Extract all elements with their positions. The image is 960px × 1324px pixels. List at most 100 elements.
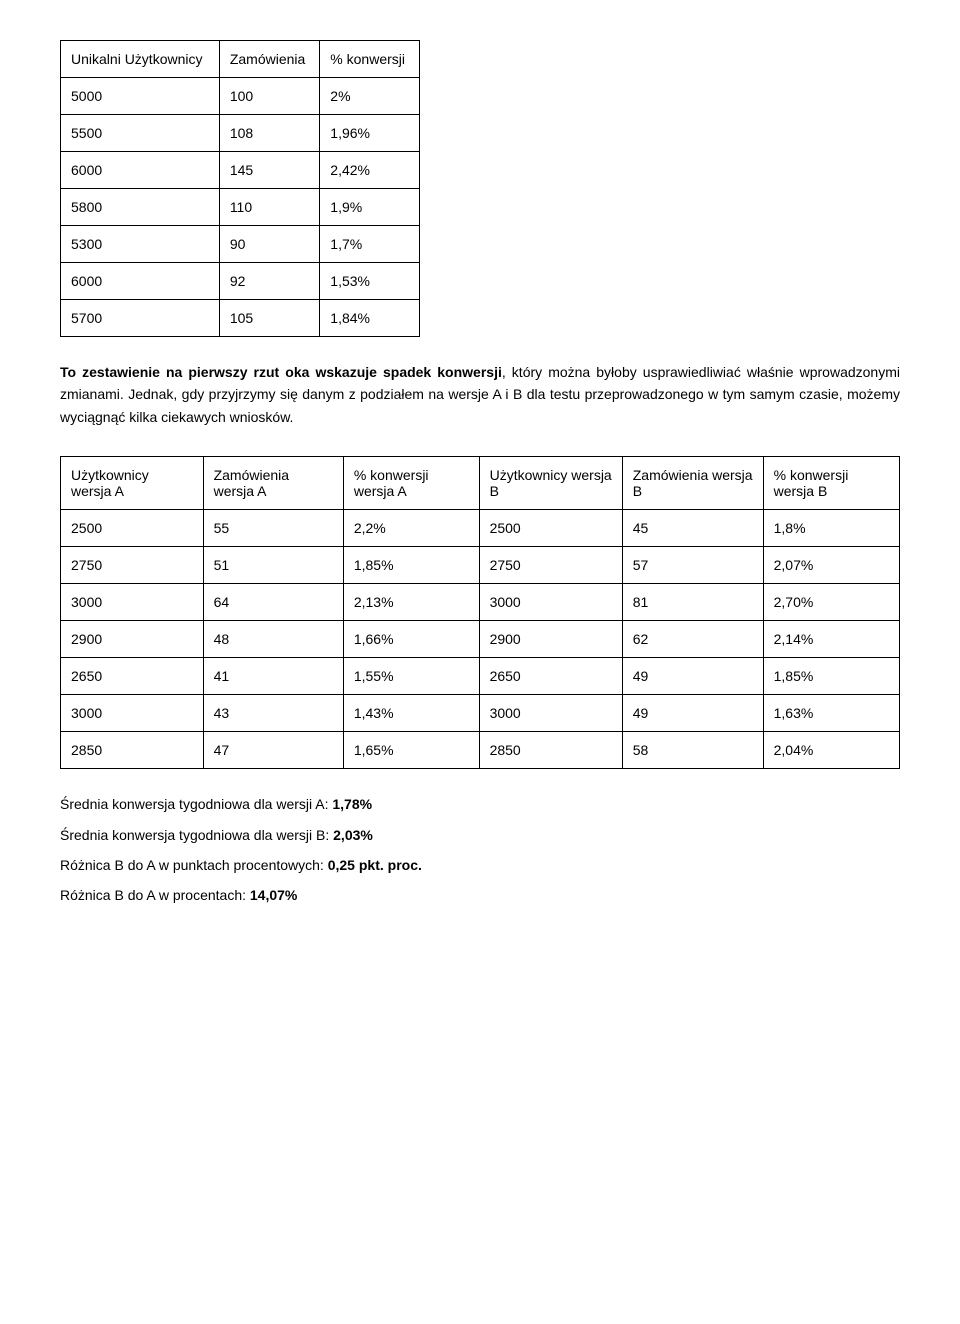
table-row: 2650 41 1,55% 2650 49 1,85%: [61, 658, 900, 695]
cell: 48: [203, 621, 343, 658]
cell: 108: [219, 115, 319, 152]
users-conversion-table: Unikalni Użytkownicy Zamówienia % konwer…: [60, 40, 420, 337]
paragraph-lead: To zestawienie na pierwszy rzut oka wska…: [60, 364, 502, 380]
col-header: % konwersji wersja B: [763, 457, 899, 510]
cell: 6000: [61, 263, 220, 300]
cell: 2650: [479, 658, 622, 695]
table-row: 6000 145 2,42%: [61, 152, 420, 189]
cell: 1,85%: [763, 658, 899, 695]
cell: 45: [622, 510, 763, 547]
cell: 62: [622, 621, 763, 658]
cell: 58: [622, 732, 763, 769]
cell: 49: [622, 658, 763, 695]
table-row: 5500 108 1,96%: [61, 115, 420, 152]
cell: 1,8%: [763, 510, 899, 547]
cell: 2750: [479, 547, 622, 584]
cell: 2,42%: [320, 152, 420, 189]
table-row: 2750 51 1,85% 2750 57 2,07%: [61, 547, 900, 584]
cell: 49: [622, 695, 763, 732]
summary-value: 2,03%: [333, 827, 373, 843]
table-row: 5300 90 1,7%: [61, 226, 420, 263]
cell: 2500: [61, 510, 204, 547]
cell: 100: [219, 78, 319, 115]
table-row: 2500 55 2,2% 2500 45 1,8%: [61, 510, 900, 547]
cell: 51: [203, 547, 343, 584]
table-header-row: Użytkownicy wersja A Zamówienia wersja A…: [61, 457, 900, 510]
cell: 2,07%: [763, 547, 899, 584]
cell: 1,43%: [343, 695, 479, 732]
col-header: % konwersji wersja A: [343, 457, 479, 510]
cell: 2650: [61, 658, 204, 695]
analysis-paragraph: To zestawienie na pierwszy rzut oka wska…: [60, 361, 900, 428]
cell: 2900: [479, 621, 622, 658]
col-header: % konwersji: [320, 41, 420, 78]
cell: 2850: [479, 732, 622, 769]
cell: 2,14%: [763, 621, 899, 658]
cell: 47: [203, 732, 343, 769]
cell: 1,84%: [320, 300, 420, 337]
table-header-row: Unikalni Użytkownicy Zamówienia % konwer…: [61, 41, 420, 78]
table-row: 5000 100 2%: [61, 78, 420, 115]
cell: 5800: [61, 189, 220, 226]
table-row: 6000 92 1,53%: [61, 263, 420, 300]
table-row: 2900 48 1,66% 2900 62 2,14%: [61, 621, 900, 658]
cell: 55: [203, 510, 343, 547]
summary-label: Różnica B do A w procentach:: [60, 887, 250, 903]
summary-line-diff-pp: Różnica B do A w punktach procentowych: …: [60, 854, 900, 876]
cell: 3000: [479, 584, 622, 621]
table-row: 3000 43 1,43% 3000 49 1,63%: [61, 695, 900, 732]
cell: 1,65%: [343, 732, 479, 769]
table-row: 2850 47 1,65% 2850 58 2,04%: [61, 732, 900, 769]
cell: 2,2%: [343, 510, 479, 547]
cell: 5300: [61, 226, 220, 263]
col-header: Użytkownicy wersja A: [61, 457, 204, 510]
ab-test-table: Użytkownicy wersja A Zamówienia wersja A…: [60, 456, 900, 769]
summary-label: Średnia konwersja tygodniowa dla wersji …: [60, 796, 332, 812]
cell: 5500: [61, 115, 220, 152]
col-header: Unikalni Użytkownicy: [61, 41, 220, 78]
cell: 3000: [479, 695, 622, 732]
cell: 1,55%: [343, 658, 479, 695]
table-row: 5700 105 1,84%: [61, 300, 420, 337]
cell: 1,96%: [320, 115, 420, 152]
col-header: Zamówienia wersja B: [622, 457, 763, 510]
cell: 1,7%: [320, 226, 420, 263]
summary-label: Różnica B do A w punktach procentowych:: [60, 857, 328, 873]
cell: 41: [203, 658, 343, 695]
cell: 81: [622, 584, 763, 621]
summary-line-b: Średnia konwersja tygodniowa dla wersji …: [60, 824, 900, 846]
cell: 6000: [61, 152, 220, 189]
cell: 64: [203, 584, 343, 621]
cell: 1,63%: [763, 695, 899, 732]
cell: 92: [219, 263, 319, 300]
cell: 105: [219, 300, 319, 337]
summary-value: 0,25 pkt. proc.: [328, 857, 422, 873]
summary-line-diff-pct: Różnica B do A w procentach: 14,07%: [60, 884, 900, 906]
cell: 145: [219, 152, 319, 189]
cell: 1,53%: [320, 263, 420, 300]
cell: 2900: [61, 621, 204, 658]
summary-value: 1,78%: [332, 796, 372, 812]
table-row: 3000 64 2,13% 3000 81 2,70%: [61, 584, 900, 621]
cell: 2%: [320, 78, 420, 115]
cell: 5700: [61, 300, 220, 337]
cell: 110: [219, 189, 319, 226]
cell: 2500: [479, 510, 622, 547]
cell: 3000: [61, 584, 204, 621]
summary-line-a: Średnia konwersja tygodniowa dla wersji …: [60, 793, 900, 815]
cell: 2750: [61, 547, 204, 584]
cell: 2850: [61, 732, 204, 769]
table-row: 5800 110 1,9%: [61, 189, 420, 226]
summary-block: Średnia konwersja tygodniowa dla wersji …: [60, 793, 900, 907]
col-header: Zamówienia: [219, 41, 319, 78]
cell: 2,13%: [343, 584, 479, 621]
cell: 1,9%: [320, 189, 420, 226]
summary-label: Średnia konwersja tygodniowa dla wersji …: [60, 827, 333, 843]
cell: 3000: [61, 695, 204, 732]
cell: 2,70%: [763, 584, 899, 621]
cell: 2,04%: [763, 732, 899, 769]
cell: 1,66%: [343, 621, 479, 658]
col-header: Użytkownicy wersja B: [479, 457, 622, 510]
cell: 5000: [61, 78, 220, 115]
cell: 43: [203, 695, 343, 732]
